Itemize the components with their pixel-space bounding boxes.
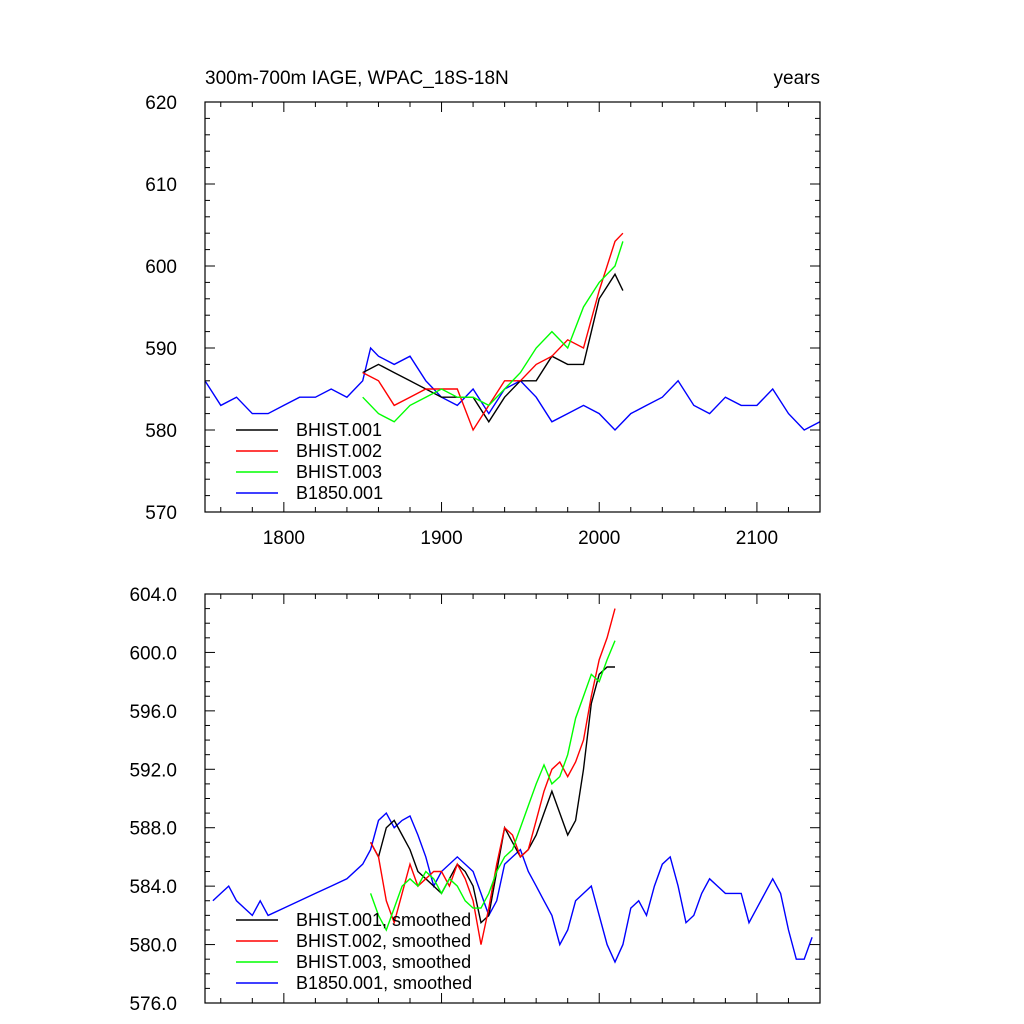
bottom-plot-area: 576.0 580.0 584.0 588.0 592.0 596.0 600.0 604.0… [129,585,821,1015]
series-line-bhist-003-smoothed [369,640,616,932]
series-line-bhist-002-smoothed [369,608,616,945]
y-tick-label: 620 [145,93,177,114]
legend-label: BHIST.001, smoothed [296,910,471,930]
top-panel: 300m-700m IAGE, WPAC_18S-18N years 1800 1… [145,68,821,549]
legend-label: BHIST.001 [296,420,382,440]
y-tick-label: 570 [145,503,177,524]
y-tick-label: 600 [145,257,177,278]
series-line-bhist-003 [362,241,624,423]
y-tick-label: 596.0 [129,702,177,723]
y-tick-label: 580.0 [129,936,177,957]
x-tick-label: 1900 [420,528,462,549]
series-line-bhist-001-smoothed [369,666,615,925]
plot-frame [204,101,821,513]
legend-label: B1850.001, smoothed [296,973,472,993]
y-tick-label: 600.0 [129,643,177,664]
x-tick-label: 2000 [578,528,620,549]
y-tick-label: 576.0 [129,994,177,1015]
x-tick-label: 1800 [263,528,305,549]
top-plot-area: 1800 1900 2000 2100 570 580 590 600 610 620 BHIST.… [145,93,821,549]
top-chart-title: 300m-700m IAGE, WPAC_18S-18N [205,68,509,89]
y-tick-label: 604.0 [129,585,177,606]
y-tick-label: 590 [145,339,177,360]
series-line-bhist-001 [362,272,624,424]
x-tick-label: 2100 [736,528,778,549]
y-tick-label: 588.0 [129,819,177,840]
top-unit-label: years [774,68,820,89]
series-line-bhist-002 [362,232,624,432]
y-tick-label: 580 [145,421,177,442]
bottom-panel: 576.0 580.0 584.0 588.0 592.0 596.0 600.0 604.0… [129,585,821,1015]
y-tick-label: 584.0 [129,877,177,898]
legend-label: BHIST.002, smoothed [296,931,471,951]
legend-label: BHIST.002 [296,441,382,461]
series-line-b1850-001-smoothed [212,811,813,964]
legend-label: BHIST.003, smoothed [296,952,471,972]
y-tick-label: 592.0 [129,760,177,781]
legend-label: BHIST.003 [296,462,382,482]
legend-label: B1850.001 [296,483,383,503]
y-tick-label: 610 [145,175,177,196]
